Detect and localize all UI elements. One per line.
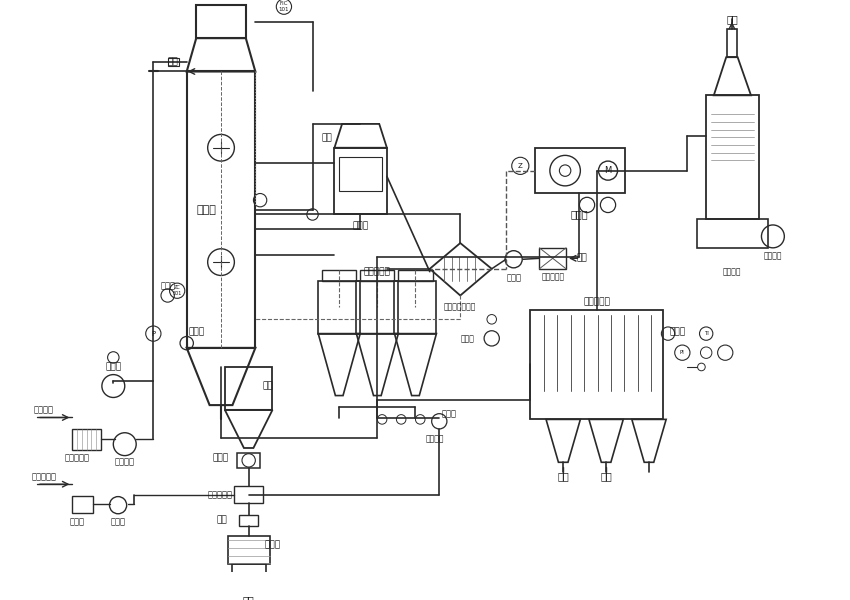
- Text: 喷枪: 喷枪: [217, 515, 227, 524]
- Text: 空气: 空气: [577, 253, 587, 262]
- Text: TI: TI: [704, 331, 709, 336]
- Bar: [339, 157, 382, 191]
- Text: 保温: 保温: [321, 134, 332, 143]
- Text: Z: Z: [518, 163, 523, 169]
- Bar: [399, 270, 433, 281]
- Text: 缓冲罐: 缓冲罐: [105, 362, 122, 371]
- Text: 翻板阀: 翻板阀: [212, 453, 228, 462]
- Text: 余热回收加热器: 余热回收加热器: [444, 302, 477, 311]
- Text: 包装: 包装: [243, 595, 254, 600]
- Text: 排空: 排空: [726, 14, 738, 24]
- Text: 空气过滤器: 空气过滤器: [541, 272, 564, 281]
- Text: 循環水泵: 循環水泵: [763, 251, 782, 260]
- Text: 返粉装置: 返粉装置: [425, 434, 444, 443]
- Bar: [231, 564, 266, 591]
- Bar: [225, 367, 273, 410]
- Text: FIC
101: FIC 101: [279, 1, 289, 12]
- Bar: [540, 248, 566, 269]
- Text: 振动筛: 振动筛: [264, 541, 281, 550]
- Text: 濕除尘器: 濕除尘器: [722, 267, 741, 276]
- Text: 引风机: 引风机: [570, 209, 588, 220]
- Text: 喷枪: 喷枪: [167, 58, 178, 67]
- Bar: [239, 515, 258, 526]
- Text: PI: PI: [680, 350, 685, 355]
- Text: 卸料阀: 卸料阀: [441, 409, 456, 418]
- Text: 产品: 产品: [600, 472, 612, 482]
- Text: 振击器: 振击器: [188, 327, 204, 336]
- Bar: [322, 270, 356, 281]
- Text: 来至防尘剂: 来至防尘剂: [31, 472, 56, 481]
- Text: 布袋除尘器: 布袋除尘器: [583, 298, 610, 307]
- Text: 燃气炉: 燃气炉: [352, 221, 368, 230]
- Bar: [356, 281, 399, 334]
- Bar: [237, 453, 260, 468]
- Text: 送风机: 送风机: [506, 274, 521, 283]
- Text: 通风阀: 通风阀: [461, 334, 475, 343]
- Bar: [727, 29, 737, 57]
- Bar: [235, 486, 263, 503]
- Text: 料仓: 料仓: [263, 382, 273, 391]
- Bar: [394, 281, 436, 334]
- Text: ZC
301: ZC 301: [173, 286, 182, 296]
- Bar: [72, 496, 94, 513]
- Bar: [196, 5, 246, 38]
- Text: 防尘罐: 防尘罐: [70, 518, 85, 527]
- Text: 振击器: 振击器: [160, 281, 175, 290]
- Bar: [187, 71, 255, 348]
- Bar: [318, 281, 360, 334]
- Bar: [334, 148, 387, 214]
- Text: 防尘剂装置: 防尘剂装置: [207, 490, 233, 499]
- Text: 旋风分离器: 旋风分离器: [364, 267, 391, 276]
- Text: 尼可尼泵: 尼可尼泵: [115, 458, 135, 467]
- Text: 干燥塔: 干燥塔: [197, 205, 217, 215]
- Bar: [228, 536, 269, 564]
- Text: 产品: 产品: [558, 472, 570, 482]
- Text: P: P: [151, 331, 156, 337]
- Text: M: M: [604, 166, 612, 175]
- Bar: [530, 310, 663, 419]
- Text: 振击器: 振击器: [670, 327, 686, 336]
- Bar: [360, 270, 394, 281]
- Text: 来至浆料: 来至浆料: [34, 406, 54, 415]
- Bar: [535, 148, 625, 193]
- Bar: [697, 219, 768, 248]
- Text: 计量泵: 计量泵: [110, 517, 126, 526]
- Bar: [72, 429, 101, 450]
- Bar: [167, 58, 179, 66]
- Bar: [706, 95, 758, 219]
- Text: 浆料过滤器: 浆料过滤器: [65, 453, 89, 462]
